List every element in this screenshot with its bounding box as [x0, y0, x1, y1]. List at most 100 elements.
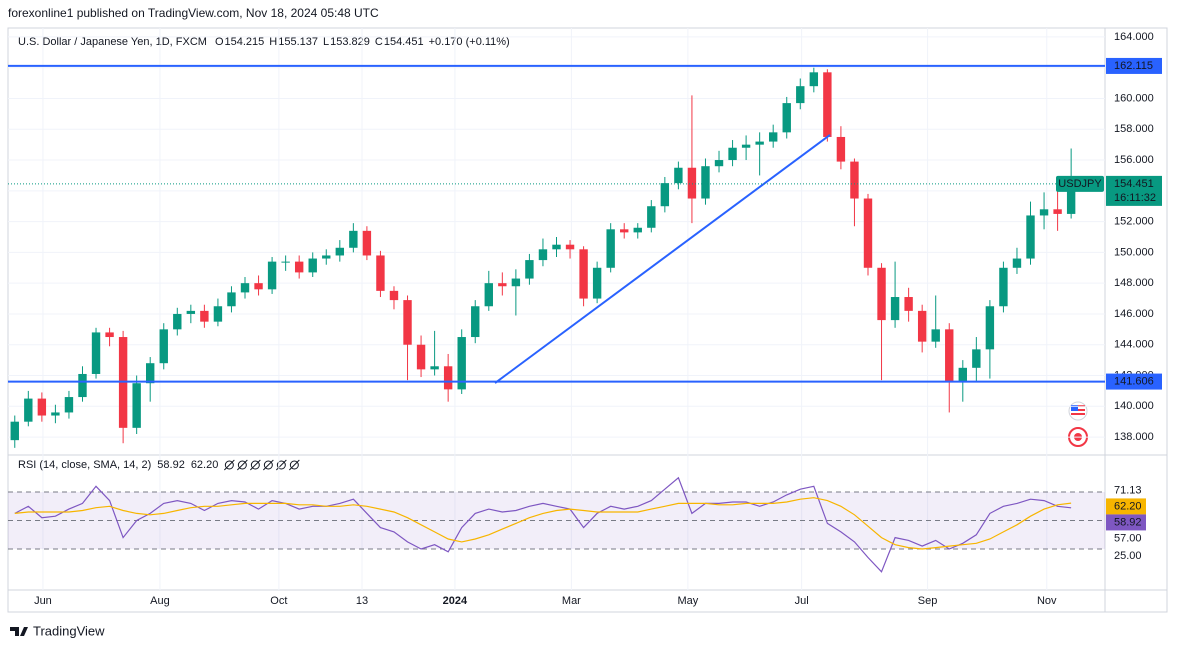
- na-icon: [263, 460, 273, 470]
- rsi-value-tag: [1106, 498, 1146, 515]
- chart-frame: [7, 27, 1168, 613]
- candle-body: [308, 258, 317, 273]
- candle-body: [376, 255, 385, 291]
- candle-body: [24, 398, 33, 422]
- candle-body: [728, 147, 737, 161]
- na-icon: [250, 460, 260, 470]
- candle-body: [91, 332, 101, 374]
- candle-body: [37, 398, 47, 416]
- candle-body: [416, 344, 426, 370]
- candle-body: [714, 160, 724, 167]
- ohlc-label: O: [215, 36, 224, 48]
- x-tick-label: Jul: [795, 595, 809, 607]
- rsi-tick-label: 71.13: [1114, 484, 1142, 496]
- rsi-line: [14, 476, 1072, 573]
- candle-body: [890, 297, 900, 321]
- candle-body: [999, 267, 1008, 307]
- candle-body: [958, 367, 967, 382]
- candle-body: [240, 283, 250, 293]
- level-tag-label: 162.115: [1114, 60, 1153, 72]
- candle-body: [294, 261, 304, 273]
- candle-body: [782, 103, 791, 133]
- candle-body: [1039, 209, 1049, 216]
- symbol-tag-label: USDJPY: [1058, 178, 1102, 190]
- ohlc-value: 154.215: [225, 36, 265, 48]
- ohlc-label: L: [323, 36, 329, 48]
- candle-body: [511, 278, 521, 287]
- candle-body: [173, 313, 182, 330]
- candle-body: [457, 337, 466, 390]
- candle-body: [471, 306, 480, 338]
- x-tick-label: May: [677, 595, 698, 607]
- candle-body: [403, 300, 412, 345]
- candle-body: [850, 161, 859, 199]
- candle-body: [1012, 258, 1022, 268]
- candle-body: [200, 310, 209, 322]
- ohlc-value: 155.137: [278, 36, 318, 48]
- trend-line: [494, 134, 831, 384]
- candle-body: [755, 141, 764, 145]
- candle-body: [606, 229, 615, 268]
- candle-body: [592, 267, 602, 299]
- ohlc-legend: O 154.215 H 155.137 L 153.829 C 154.451 +0.170 (…: [215, 36, 510, 48]
- x-tick-label: Mar: [562, 595, 581, 607]
- level-tag: [1106, 373, 1162, 390]
- tradingview-logo: [10, 627, 28, 636]
- candle-body: [227, 292, 236, 307]
- y-tick-label: 148.000: [1114, 277, 1154, 289]
- candle-body: [362, 230, 372, 256]
- ohlc-value: 153.829: [330, 36, 370, 48]
- na-icon-slash: [262, 459, 274, 471]
- candle-body: [484, 283, 493, 307]
- rsi-tick-label: 25.00: [1114, 550, 1142, 562]
- na-icon: [237, 460, 247, 470]
- candle-body: [105, 332, 114, 338]
- candle-body: [1053, 209, 1062, 214]
- candle-body: [498, 283, 507, 287]
- candle-body: [687, 167, 697, 199]
- candle-body: [322, 255, 331, 259]
- rsi-value-tag-label: 58.92: [1114, 516, 1142, 528]
- last-price-label: 154.451: [1114, 178, 1154, 190]
- candle-body: [430, 366, 439, 370]
- candle-body: [917, 310, 927, 342]
- candle-body: [443, 366, 453, 390]
- ohlc-value: 154.451: [384, 36, 424, 48]
- y-tick-label: 140.000: [1114, 400, 1154, 412]
- published-note: forexonline1 published on TradingView.co…: [8, 6, 379, 20]
- candle-body: [254, 283, 263, 290]
- candle-body: [525, 260, 534, 279]
- candle-body: [538, 249, 548, 261]
- x-tick-label: Oct: [270, 595, 287, 607]
- candle-body: [213, 306, 223, 322]
- level-tag-label: 141.606: [1114, 375, 1154, 387]
- na-icon-slash: [236, 459, 248, 471]
- candle-body: [10, 421, 19, 441]
- candle-body: [620, 229, 629, 233]
- candle-body: [349, 230, 358, 248]
- rsi-tick-label: 57.00: [1114, 532, 1142, 544]
- candle-body: [904, 297, 913, 311]
- candle-body: [159, 329, 168, 364]
- candle-body: [132, 383, 141, 428]
- candle-body: [863, 198, 873, 268]
- candle-body: [552, 244, 561, 250]
- level-tag: [1106, 57, 1162, 74]
- x-tick-label: 13: [356, 595, 368, 607]
- candle-body: [836, 136, 846, 162]
- candle-body: [660, 183, 670, 207]
- candle-body: [335, 247, 345, 256]
- candle-body: [64, 397, 74, 413]
- rsi-value-tag-label: 62.20: [1114, 500, 1142, 512]
- candle-body: [579, 249, 588, 299]
- brand: TradingView: [33, 623, 105, 638]
- candle-body: [972, 349, 981, 368]
- symbol-title: U.S. Dollar / Japanese Yen, 1D, FXCM: [18, 36, 207, 48]
- na-icon-slash: [249, 459, 261, 471]
- candle-body: [146, 363, 155, 384]
- rsi-line: [14, 497, 1072, 550]
- y-tick-label: 164.000: [1114, 31, 1154, 43]
- candle-body: [741, 144, 751, 148]
- us-flag-icon: [1068, 401, 1088, 421]
